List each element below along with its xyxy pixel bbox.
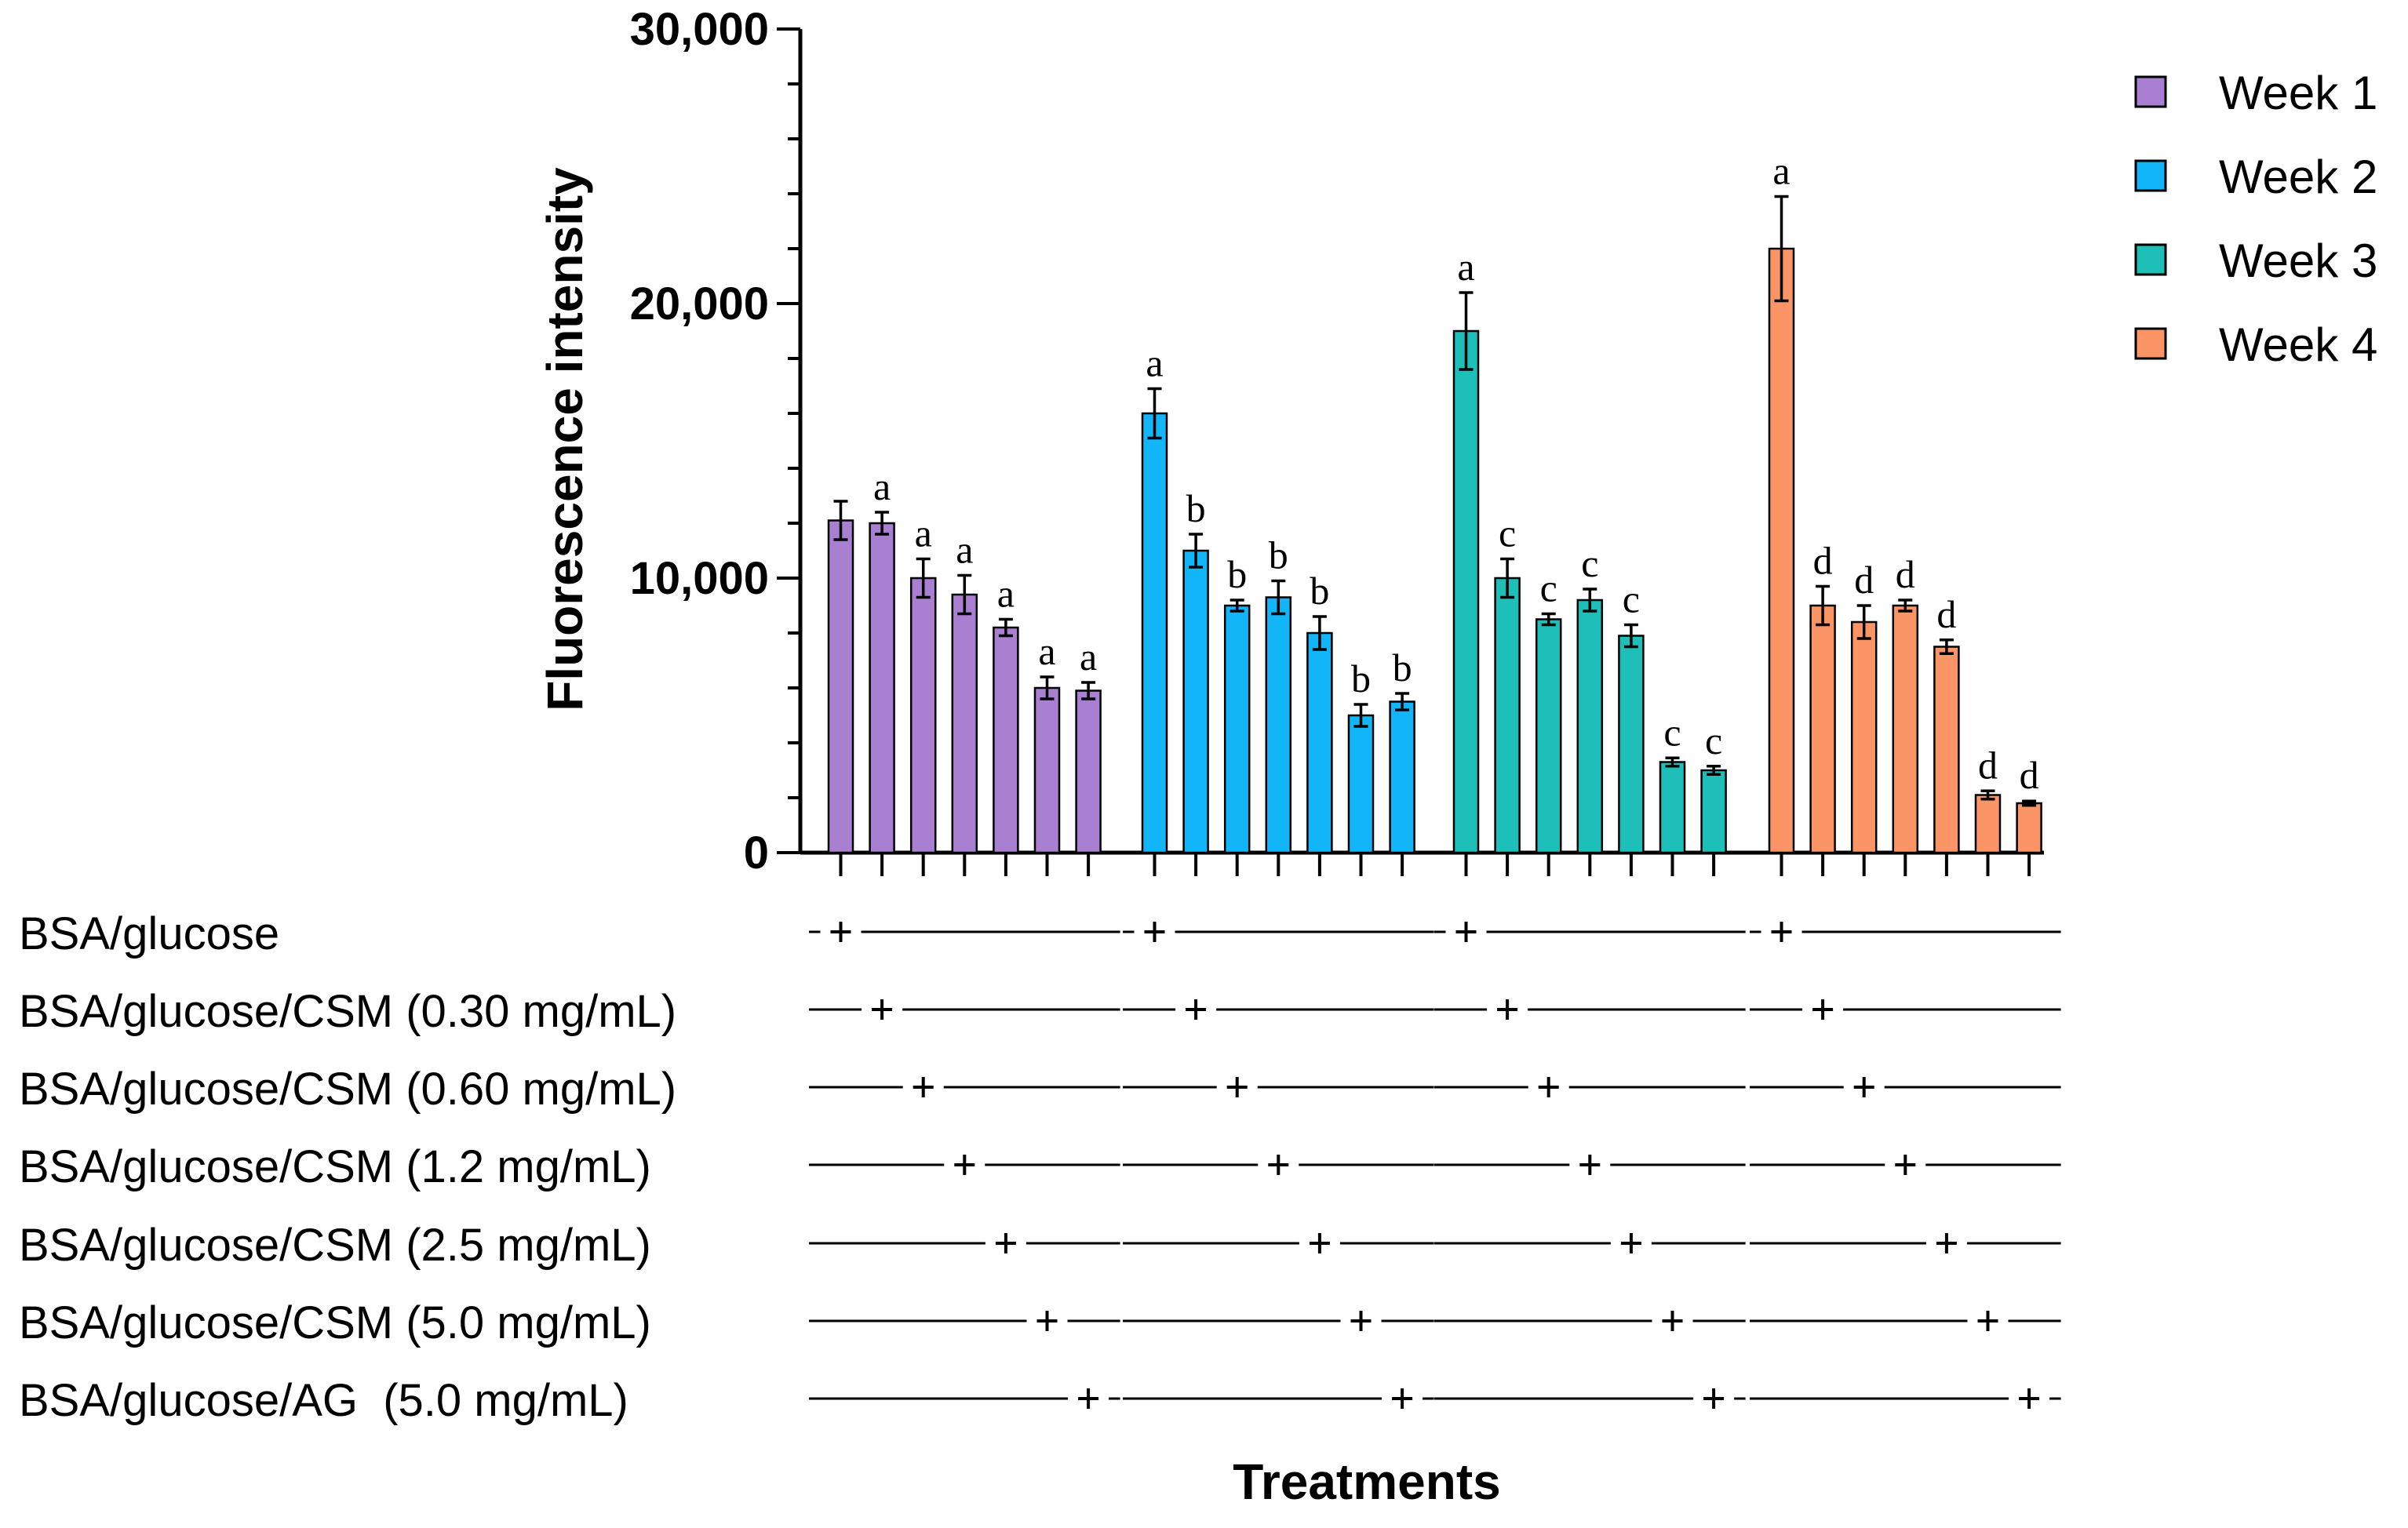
x-axis-title: Treatments	[1233, 1453, 1500, 1510]
significance-letter: a	[915, 511, 932, 555]
legend-swatch	[2134, 159, 2167, 192]
y-tick-label: 0	[744, 828, 769, 879]
significance-letter: c	[1663, 710, 1681, 754]
significance-letter: a	[1457, 245, 1474, 289]
bar	[1389, 700, 1415, 854]
bar	[1768, 247, 1795, 854]
legend-label: Week 2	[2219, 151, 2377, 203]
significance-letter: a	[1080, 635, 1097, 679]
significance-letter: d	[1978, 743, 1998, 787]
significance-letter: c	[1581, 541, 1598, 585]
legend-label: Week 4	[2219, 318, 2377, 371]
treatment-table: BSA/glucose BSA/glucose/CSM (0.30 mg/mL) B…	[19, 908, 2061, 1426]
legend-swatch	[2134, 327, 2167, 360]
bar	[1659, 761, 1686, 854]
significance-letter: d	[2020, 753, 2039, 797]
bar	[1892, 604, 1919, 854]
significance-letter: a	[997, 572, 1015, 616]
bar	[1933, 646, 1960, 854]
significance-letter: a	[1038, 629, 1055, 673]
axes-layer: 0 10,000 20,000 30,000	[630, 4, 2044, 879]
bar	[909, 577, 937, 854]
treatment-label: BSA/glucose/CSM (0.30 mg/mL)	[19, 986, 676, 1037]
bar	[1452, 329, 1480, 854]
bar	[1347, 714, 1375, 854]
legend-label: Week 1	[2219, 67, 2377, 119]
significance-letter: a	[956, 528, 973, 572]
significance-letter: b	[1351, 657, 1371, 700]
bar	[1809, 604, 1836, 854]
significance-letter: d	[1896, 552, 1915, 596]
bar	[1535, 618, 1562, 854]
y-tick-label: 10,000	[630, 553, 769, 604]
y-tick-label: 30,000	[630, 4, 769, 55]
significance-letter: a	[1772, 149, 1790, 193]
bar	[1494, 577, 1521, 854]
significance-letter: a	[873, 464, 891, 508]
significance-letter: b	[1310, 569, 1329, 613]
bar	[1700, 769, 1727, 854]
treatment-label: BSA/glucose	[19, 908, 279, 959]
bar	[993, 626, 1019, 854]
treatment-label: BSA/glucose/CSM (5.0 mg/mL)	[19, 1297, 651, 1348]
legend-label: Week 3	[2219, 235, 2377, 287]
significance-letter: d	[1936, 592, 1956, 636]
y-tick-label: 20,000	[630, 278, 769, 329]
bar	[1223, 604, 1251, 854]
significance-letter: c	[1623, 577, 1640, 621]
significance-letter: c	[1499, 511, 1516, 555]
treatment-label: BSA/glucose/AG (5.0 mg/mL)	[19, 1375, 628, 1426]
significance-letter: b	[1269, 533, 1288, 577]
bar	[1576, 598, 1604, 854]
significance-letter: b	[1227, 552, 1247, 596]
legend-swatch	[2134, 75, 2167, 108]
bar	[1265, 596, 1292, 854]
significance-letter: a	[1146, 341, 1163, 385]
bar	[869, 522, 895, 854]
bar	[951, 593, 978, 854]
legend[interactable]: Week 1 Week 2 Week 3 Week 4	[2134, 67, 2377, 371]
bars-layer	[827, 195, 2042, 854]
bar	[1850, 620, 1878, 854]
bar	[827, 519, 854, 854]
bar	[2016, 802, 2042, 854]
bar	[1974, 794, 2002, 854]
bar	[1306, 631, 1333, 854]
significance-letter: b	[1393, 646, 1412, 689]
significance-letter: d	[1813, 539, 1833, 583]
bar	[1075, 689, 1102, 854]
bar	[1141, 412, 1168, 854]
treatment-label: BSA/glucose/CSM (1.2 mg/mL)	[19, 1141, 651, 1192]
bar	[1182, 549, 1209, 854]
treatment-label: BSA/glucose/CSM (2.5 mg/mL)	[19, 1220, 651, 1271]
significance-letter: b	[1186, 486, 1206, 530]
legend-swatch	[2134, 243, 2167, 276]
y-axis-title: Fluorescence intensity	[537, 167, 593, 711]
significance-letter: c	[1540, 566, 1557, 610]
significance-letter: d	[1854, 558, 1874, 602]
significance-letter: c	[1705, 719, 1722, 762]
bar	[1033, 686, 1061, 854]
treatment-label: BSA/glucose/CSM (0.60 mg/mL)	[19, 1064, 676, 1115]
bar	[1618, 635, 1645, 854]
